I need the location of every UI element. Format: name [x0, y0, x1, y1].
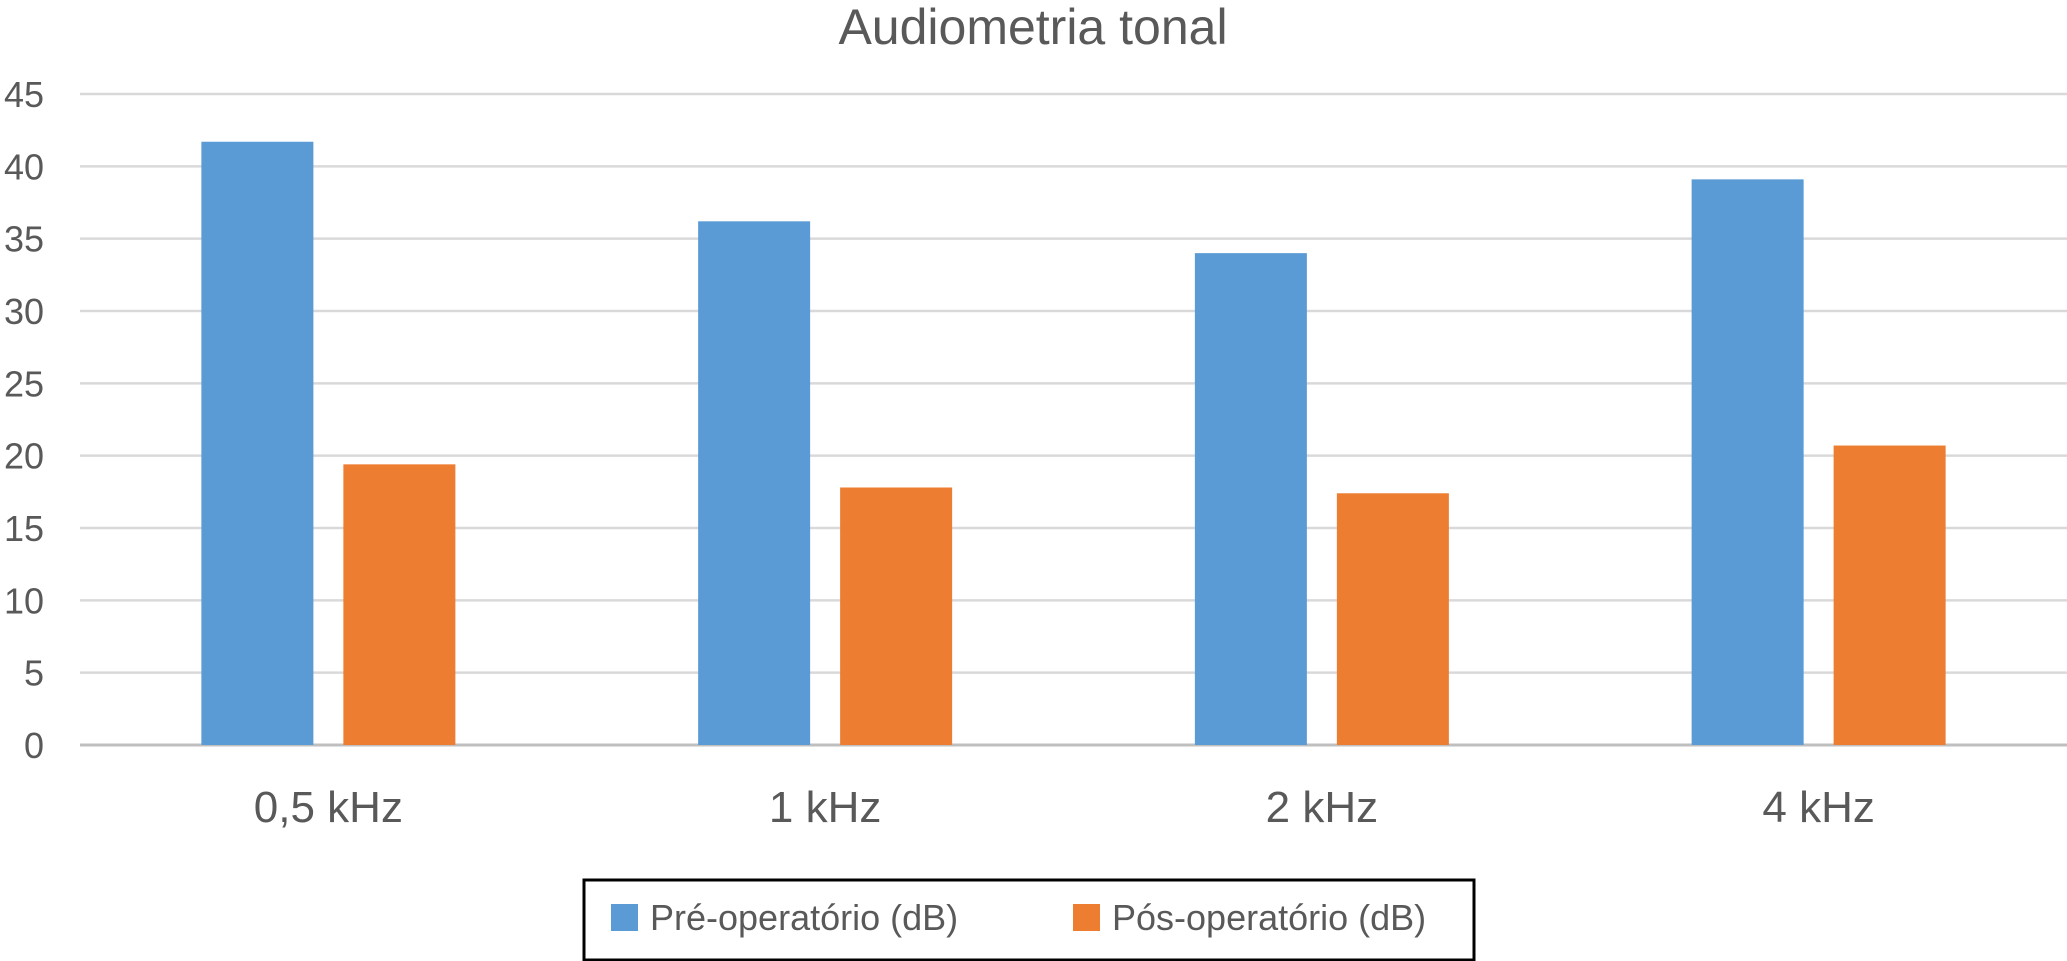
bar-pos-3: [1833, 445, 1946, 745]
bar-pre-1: [698, 221, 811, 746]
bar-pos-2: [1336, 493, 1449, 745]
y-tick-label: 40: [4, 146, 44, 187]
y-axis-ticks: 0 5 10 15 20 25 30 35 40 45: [4, 74, 44, 766]
y-tick-label: 10: [4, 580, 44, 621]
bar-pre-2: [1194, 253, 1307, 745]
y-tick-label: 45: [4, 74, 44, 115]
y-tick-label: 15: [4, 508, 44, 549]
legend: Pré-operatório (dB) Pós-operatório (dB): [582, 878, 1476, 961]
legend-frame: [582, 878, 1476, 961]
legend-swatch-0: [611, 904, 638, 931]
legend-swatch-1: [1073, 904, 1100, 931]
bar-pos-1: [840, 487, 953, 745]
y-tick-label: 0: [24, 725, 44, 766]
chart-title: Audiometria tonal: [838, 0, 1227, 55]
x-tick-label: 0,5 kHz: [254, 783, 403, 832]
y-tick-label: 35: [4, 219, 44, 260]
y-tick-label: 20: [4, 436, 44, 477]
x-tick-label: 2 kHz: [1266, 783, 1378, 832]
x-tick-label: 1 kHz: [769, 783, 881, 832]
legend-label-0: Pré-operatório (dB): [650, 897, 958, 938]
bar-pre-0: [201, 141, 314, 746]
x-tick-label: 4 kHz: [1762, 783, 1874, 832]
bar-pre-3: [1691, 179, 1804, 745]
bars: [201, 141, 1946, 746]
y-tick-label: 5: [24, 653, 44, 694]
legend-label-1: Pós-operatório (dB): [1112, 897, 1426, 938]
y-tick-label: 25: [4, 363, 44, 404]
bar-pos-0: [343, 464, 456, 745]
x-axis-labels: 0,5 kHz 1 kHz 2 kHz 4 kHz: [254, 783, 1875, 832]
y-tick-label: 30: [4, 291, 44, 332]
